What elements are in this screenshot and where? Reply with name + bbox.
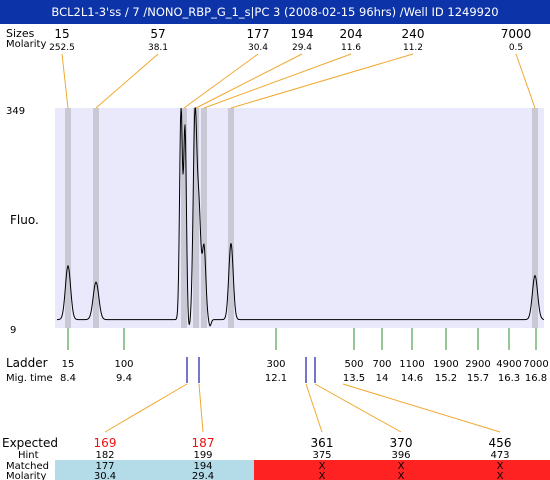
peak-molarity-label: 29.4 [292, 43, 312, 53]
y-max-label: 349 [6, 106, 25, 117]
molarity-value: X [319, 471, 326, 480]
y-min-label: 9 [10, 325, 16, 336]
window-title: BCL2L1-3'ss / 7 /NONO_RBP_G_1_s|PC 3 (20… [0, 0, 550, 24]
peak-connector [183, 53, 259, 109]
ladder-size-label: 4900 [496, 359, 521, 370]
peak-band [193, 108, 199, 328]
ladder-size-label: 1900 [433, 359, 458, 370]
matched-value: X [497, 461, 504, 472]
molarity-label: Molarity [6, 39, 46, 50]
peak-band [181, 108, 187, 328]
peak-connector [515, 53, 536, 109]
ladder-size-label: 1100 [399, 359, 424, 370]
expected-connector [104, 383, 188, 433]
peak-size-label: 240 [402, 27, 425, 41]
expected-value: 187 [192, 436, 215, 450]
ladder-time-label: 13.5 [343, 373, 365, 384]
matched-value: X [319, 461, 326, 472]
ladder-time-label: 15.7 [467, 373, 489, 384]
peak-band [93, 108, 99, 328]
matched-value: 177 [95, 461, 114, 472]
peak-molarity-label: 11.6 [341, 43, 361, 53]
plot-area [55, 108, 544, 328]
ladder-size-label: 500 [344, 359, 363, 370]
ladder-time-label: 9.4 [116, 373, 132, 384]
molarity-value: X [497, 471, 504, 480]
peak-size-label: 177 [247, 27, 270, 41]
matched-value: X [398, 461, 405, 472]
peak-size-label: 194 [291, 27, 314, 41]
expected-value: 456 [489, 436, 512, 450]
hint-value: 473 [490, 450, 509, 461]
molarity-bottom-label: Molarity [6, 471, 46, 480]
ladder-size-label: 15 [62, 359, 75, 370]
ladder-size-label: 700 [372, 359, 391, 370]
ladder-time-label: 8.4 [60, 373, 76, 384]
peak-molarity-label: 38.1 [148, 43, 168, 53]
matched-label: Matched [6, 461, 49, 472]
sizes-label: Sizes [6, 27, 35, 40]
expected-connector [342, 383, 501, 433]
unmatched-bar [254, 460, 550, 480]
peak-size-label: 204 [340, 27, 363, 41]
ladder-size-label: 300 [266, 359, 285, 370]
ladder-size-label: 7000 [523, 359, 548, 370]
peak-molarity-label: 252.5 [49, 43, 75, 53]
peak-band [65, 108, 71, 328]
molarity-value: X [398, 471, 405, 480]
peak-molarity-label: 11.2 [403, 43, 423, 53]
peak-connector [195, 53, 303, 109]
expected-value: 361 [311, 436, 334, 450]
peak-size-label: 7000 [501, 27, 532, 41]
peak-size-label: 57 [150, 27, 165, 41]
peak-connector [61, 53, 69, 109]
hint-value: 199 [193, 450, 212, 461]
matched-bar [55, 460, 254, 480]
ladder-time-label: 14.6 [401, 373, 423, 384]
hint-value: 375 [312, 450, 331, 461]
ladder-time-label: 16.3 [498, 373, 520, 384]
ladder-time-label: 16.8 [525, 373, 547, 384]
expected-value: 370 [390, 436, 413, 450]
ladder-time-label: 15.2 [435, 373, 457, 384]
peak-band [201, 108, 207, 328]
fluo-label: Fluo. [10, 213, 39, 227]
peak-molarity-label: 0.5 [509, 43, 523, 53]
molarity-value: 29.4 [192, 471, 214, 480]
ladder-time-label: 12.1 [265, 373, 287, 384]
matched-value: 194 [193, 461, 212, 472]
ladder-label: Ladder [6, 356, 48, 370]
peak-molarity-label: 30.4 [248, 43, 268, 53]
peak-connector [95, 53, 159, 109]
peak-connector [230, 53, 414, 109]
peak-connector [203, 53, 352, 109]
expected-connector [198, 383, 204, 433]
ladder-size-label: 100 [114, 359, 133, 370]
hint-label: Hint [18, 450, 39, 461]
hint-value: 396 [391, 450, 410, 461]
molarity-value: 30.4 [94, 471, 116, 480]
expected-connector [314, 383, 402, 433]
peak-band [228, 108, 234, 328]
expected-label: Expected [2, 436, 58, 450]
expected-value: 169 [94, 436, 117, 450]
ladder-time-label: 14 [376, 373, 389, 384]
expected-connector [305, 383, 323, 433]
peak-size-label: 15 [54, 27, 69, 41]
ladder-size-label: 2900 [465, 359, 490, 370]
mig-time-label: Mig. time [6, 373, 53, 384]
hint-value: 182 [95, 450, 114, 461]
fluorescence-trace [57, 107, 545, 327]
peak-band [532, 108, 538, 328]
